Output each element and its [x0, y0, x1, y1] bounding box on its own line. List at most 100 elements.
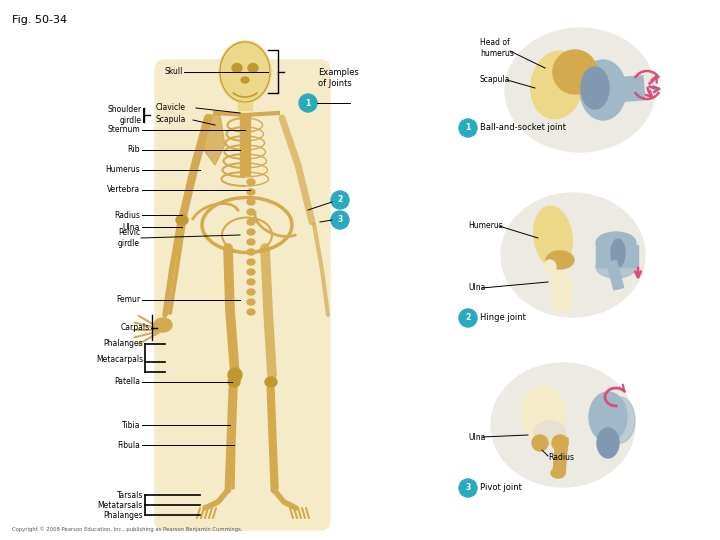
- Text: Pivot joint: Pivot joint: [480, 483, 522, 492]
- Text: Radius: Radius: [114, 211, 140, 219]
- Text: Scapula: Scapula: [156, 116, 186, 125]
- Circle shape: [331, 211, 349, 229]
- Ellipse shape: [505, 28, 655, 152]
- Bar: [240, 115, 250, 175]
- Ellipse shape: [546, 251, 574, 269]
- Circle shape: [331, 191, 349, 209]
- Ellipse shape: [534, 206, 572, 268]
- Ellipse shape: [247, 239, 255, 245]
- Text: Pelvic
girdle: Pelvic girdle: [118, 228, 140, 248]
- Ellipse shape: [265, 377, 277, 387]
- Text: Head of
humerus: Head of humerus: [480, 38, 514, 58]
- Ellipse shape: [247, 199, 255, 205]
- Text: Fibula: Fibula: [117, 441, 140, 449]
- Text: Hinge joint: Hinge joint: [480, 314, 526, 322]
- Ellipse shape: [247, 279, 255, 285]
- Text: Ulna: Ulna: [468, 434, 485, 442]
- Text: Tarsals: Tarsals: [117, 490, 143, 500]
- Text: Fig. 50-34: Fig. 50-34: [12, 15, 67, 25]
- Ellipse shape: [552, 435, 568, 451]
- Text: 2: 2: [338, 195, 343, 205]
- Bar: [238, 82, 252, 110]
- Text: Patella: Patella: [114, 377, 140, 387]
- Ellipse shape: [247, 309, 255, 315]
- Text: Metacarpals: Metacarpals: [96, 355, 143, 364]
- Ellipse shape: [219, 41, 271, 103]
- Ellipse shape: [232, 64, 242, 72]
- Ellipse shape: [521, 386, 565, 444]
- Ellipse shape: [247, 299, 255, 305]
- Bar: [615, 76, 645, 102]
- FancyBboxPatch shape: [155, 60, 330, 530]
- Text: Skull: Skull: [165, 68, 183, 77]
- Bar: [596, 245, 638, 267]
- Text: Shoulder
girdle: Shoulder girdle: [108, 105, 142, 125]
- Bar: [552, 278, 572, 312]
- Ellipse shape: [247, 269, 255, 275]
- Circle shape: [553, 50, 597, 94]
- Text: 3: 3: [338, 215, 343, 225]
- Text: Rib: Rib: [127, 145, 140, 154]
- Text: Tibia: Tibia: [122, 421, 140, 429]
- Ellipse shape: [241, 77, 249, 83]
- Ellipse shape: [605, 397, 635, 443]
- Ellipse shape: [247, 249, 255, 255]
- Text: Examples
of Joints: Examples of Joints: [318, 68, 359, 88]
- Ellipse shape: [596, 232, 636, 254]
- Ellipse shape: [247, 229, 255, 235]
- Text: Ulna: Ulna: [468, 284, 485, 293]
- Ellipse shape: [596, 256, 636, 278]
- Ellipse shape: [589, 392, 627, 442]
- Ellipse shape: [247, 219, 255, 225]
- Text: 1: 1: [305, 98, 310, 107]
- Text: Phalanges: Phalanges: [104, 510, 143, 519]
- Ellipse shape: [170, 60, 320, 530]
- Ellipse shape: [247, 189, 255, 195]
- Ellipse shape: [248, 64, 258, 72]
- Ellipse shape: [228, 368, 242, 382]
- Text: Copyright © 2008 Pearson Education, Inc., publishing as Pearson Benjamin Cumming: Copyright © 2008 Pearson Education, Inc.…: [12, 526, 243, 532]
- Ellipse shape: [532, 435, 548, 451]
- Circle shape: [299, 94, 317, 112]
- Circle shape: [459, 309, 477, 327]
- Ellipse shape: [247, 289, 255, 295]
- Text: 2: 2: [465, 314, 471, 322]
- Ellipse shape: [228, 377, 240, 387]
- Ellipse shape: [597, 428, 619, 458]
- Circle shape: [459, 479, 477, 497]
- Ellipse shape: [552, 269, 568, 297]
- Ellipse shape: [247, 179, 255, 185]
- Text: Phalanges: Phalanges: [104, 340, 143, 348]
- Ellipse shape: [491, 363, 635, 487]
- Ellipse shape: [501, 193, 645, 317]
- Ellipse shape: [580, 60, 626, 120]
- Text: 1: 1: [465, 124, 471, 132]
- Ellipse shape: [551, 468, 565, 478]
- Text: 3: 3: [465, 483, 471, 492]
- Ellipse shape: [247, 259, 255, 265]
- Circle shape: [459, 119, 477, 137]
- Text: Vertebra: Vertebra: [107, 186, 140, 194]
- Text: Carpals: Carpals: [121, 323, 150, 333]
- Ellipse shape: [176, 215, 188, 225]
- Text: Radius: Radius: [548, 454, 574, 462]
- Text: Humerus: Humerus: [468, 220, 503, 230]
- Text: Metatarsals: Metatarsals: [98, 501, 143, 510]
- Ellipse shape: [531, 51, 583, 119]
- Ellipse shape: [544, 260, 556, 274]
- Ellipse shape: [581, 67, 609, 109]
- Text: Sternum: Sternum: [107, 125, 140, 134]
- Text: Ulna: Ulna: [122, 222, 140, 232]
- Ellipse shape: [611, 239, 625, 267]
- Text: Clavicle: Clavicle: [156, 104, 186, 112]
- Ellipse shape: [534, 421, 566, 445]
- Text: Ball-and-socket joint: Ball-and-socket joint: [480, 124, 566, 132]
- Bar: [607, 260, 624, 290]
- Text: Humerus: Humerus: [105, 165, 140, 174]
- Bar: [553, 437, 568, 474]
- Text: Scapula: Scapula: [480, 76, 510, 84]
- Text: Femur: Femur: [116, 295, 140, 305]
- Ellipse shape: [247, 209, 255, 215]
- Ellipse shape: [154, 318, 172, 332]
- Polygon shape: [200, 115, 225, 165]
